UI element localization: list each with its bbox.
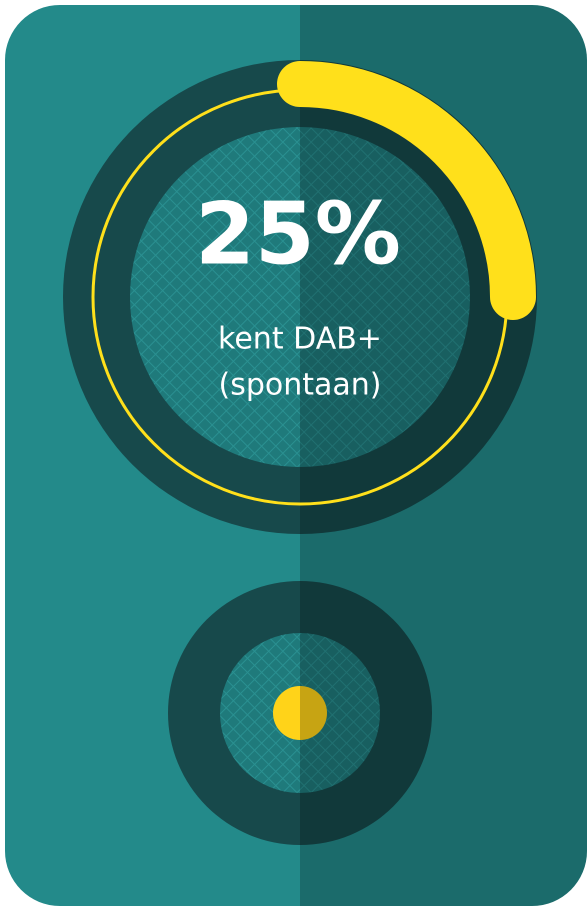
card bbox=[5, 5, 587, 906]
caption-line: kent DAB+ bbox=[218, 322, 382, 357]
dial-inner bbox=[130, 127, 470, 467]
value-label: 25% bbox=[195, 184, 401, 284]
gauge-arc bbox=[277, 61, 536, 320]
gauge bbox=[277, 61, 536, 320]
caption-line: (spontaan) bbox=[219, 368, 382, 403]
knob-dot bbox=[273, 686, 327, 740]
